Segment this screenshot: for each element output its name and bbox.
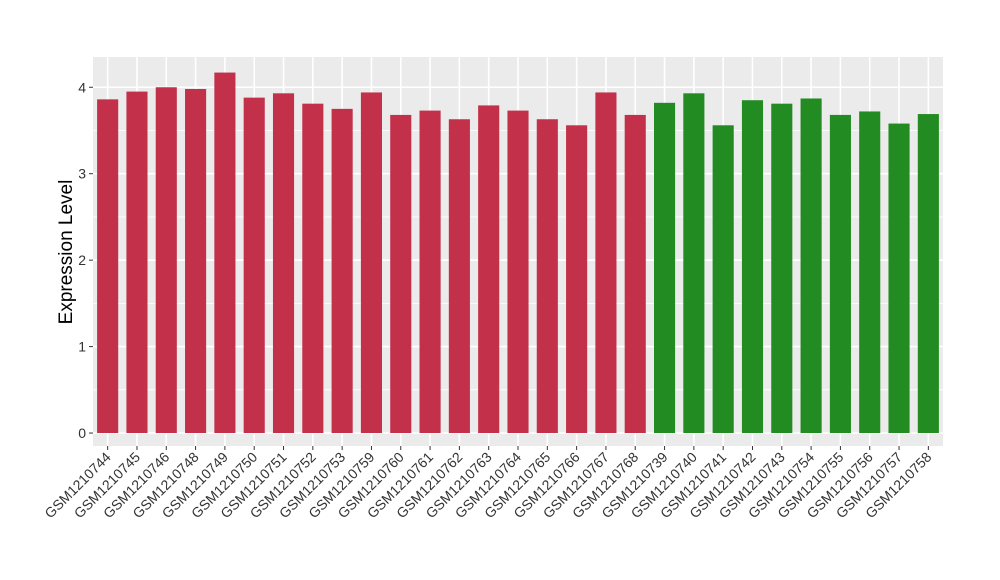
y-axis-ticks: 0 1 2 3 4 bbox=[78, 79, 93, 441]
bar bbox=[683, 93, 705, 434]
bar bbox=[771, 103, 793, 434]
bar bbox=[712, 125, 734, 434]
bar bbox=[419, 110, 441, 434]
bar bbox=[478, 105, 500, 434]
y-tick-label: 0 bbox=[78, 425, 86, 441]
bar bbox=[829, 114, 851, 434]
bar bbox=[97, 99, 119, 434]
bar bbox=[302, 103, 324, 434]
y-tick-label: 2 bbox=[78, 252, 86, 268]
bar bbox=[595, 92, 617, 434]
bar bbox=[448, 119, 470, 434]
bar bbox=[654, 102, 676, 434]
bar bbox=[243, 97, 265, 434]
bar bbox=[331, 108, 353, 434]
bars bbox=[97, 72, 939, 434]
bar bbox=[917, 114, 939, 434]
y-tick-label: 1 bbox=[78, 339, 86, 355]
bar bbox=[741, 100, 764, 434]
bar bbox=[360, 92, 382, 434]
bar bbox=[536, 119, 558, 434]
bar bbox=[185, 88, 207, 434]
bar bbox=[272, 93, 295, 434]
y-tick-label: 4 bbox=[78, 79, 86, 95]
bar bbox=[859, 111, 881, 434]
bar bbox=[390, 114, 412, 434]
y-axis-title: Expression Level bbox=[56, 180, 77, 325]
bar bbox=[566, 125, 588, 434]
bar bbox=[507, 110, 529, 434]
bar bbox=[155, 87, 177, 434]
bar bbox=[214, 72, 236, 434]
bar bbox=[888, 123, 910, 434]
x-axis-ticks: GSM1210744GSM1210745GSM1210746GSM1210748… bbox=[41, 446, 935, 521]
bar bbox=[126, 91, 148, 434]
y-tick-label: 3 bbox=[78, 166, 86, 182]
bar bbox=[800, 98, 822, 434]
bar bbox=[624, 114, 646, 434]
